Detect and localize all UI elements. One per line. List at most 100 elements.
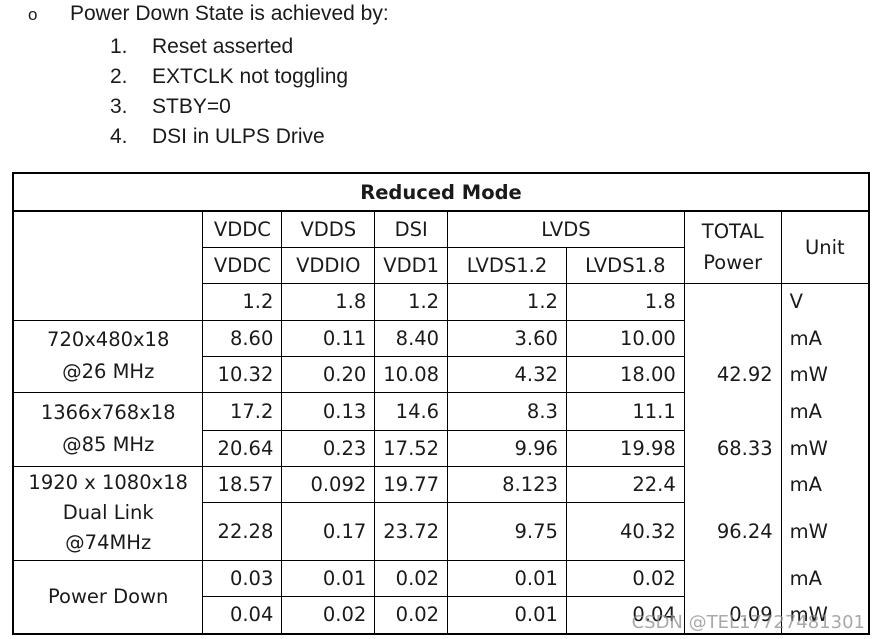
unit-ma: mA (780, 392, 870, 430)
blank-total-cell (683, 392, 782, 430)
table-row: 1366x768x18 @85 MHz 17.2 0.13 14.6 8.3 1… (12, 391, 870, 467)
step-text: Reset asserted (152, 35, 294, 58)
current-lvds18: 22.4 (565, 465, 685, 503)
step-number: 1. (110, 35, 128, 58)
table-row: 10.32 0.20 10.08 4.32 18.00 42.92 mW (13, 355, 870, 393)
mode-label-line: Dual Link (62, 501, 154, 524)
watermark: CSDN @TEL17727481301 (631, 612, 865, 633)
voltage-lvds12: 1.2 (447, 282, 567, 321)
power-lvds12: 0.01 (447, 595, 567, 635)
list-item: 3. STBY=0 (110, 92, 348, 122)
mode-label-line: @85 MHz (62, 433, 155, 456)
mode-label-line: 720x480x18 (47, 328, 170, 351)
current-vddc: 18.57 (202, 465, 283, 503)
current-lvds12: 8.123 (447, 465, 567, 503)
power-lvds12: 9.96 (447, 429, 567, 467)
power-lvds18: 0.04 (565, 595, 685, 635)
table-row: Power Down 0.03 0.01 0.02 0.01 0.02 mA (12, 559, 870, 635)
power-vdd1: 10.08 (374, 355, 449, 393)
mode-label-line: Power Down (47, 585, 169, 609)
power-vdd1: 23.72 (374, 501, 449, 561)
power-lvds12: 9.75 (447, 501, 567, 561)
step-text: STBY=0 (152, 95, 231, 118)
heading-text: Power Down State is achieved by: (70, 2, 389, 25)
current-lvds18: 11.1 (565, 391, 685, 431)
table-row: 0.04 0.02 0.02 0.01 0.04 0.09 mW (13, 595, 870, 635)
list-item: 1. Reset asserted (110, 32, 348, 62)
mode-label-line: @74MHz (65, 531, 152, 554)
current-vddio: 0.01 (281, 559, 376, 597)
blank-header-cell (12, 210, 204, 320)
voltage-lvds18: 1.8 (565, 282, 685, 321)
voltage-vddio: 1.8 (281, 282, 376, 321)
list-item: 2. EXTCLK not toggling (110, 62, 348, 92)
current-vddio: 0.092 (281, 465, 376, 503)
power-vdd1: 17.52 (374, 429, 449, 467)
current-lvds12: 0.01 (447, 559, 567, 597)
current-vddc: 0.03 (202, 559, 283, 597)
voltage-vdd1: 1.2 (374, 282, 449, 321)
power-vddc: 10.32 (202, 355, 283, 393)
power-lvds18: 19.98 (565, 429, 685, 467)
table-row: 20.64 0.23 17.52 9.96 19.98 68.33 mW (13, 429, 870, 467)
blank-total-cell (683, 560, 782, 596)
power-lvds12: 4.32 (447, 355, 567, 393)
blank-total-cell (683, 282, 782, 320)
power-table: Reduced Mode VDDC VDDS DSI LVDS TOTAL Po… (12, 172, 870, 635)
power-lvds18: 40.32 (565, 501, 685, 561)
unit-ma: mA (780, 466, 870, 502)
unit-mw: mW (780, 596, 870, 635)
rail-lvds12: LVDS1.2 (447, 246, 567, 284)
blank-total-cell (683, 466, 782, 502)
group-vdds: VDDS (281, 210, 376, 248)
power-vddio: 0.20 (281, 355, 376, 393)
mode-label: 1920 x 1080x18 Dual Link @74MHz (12, 465, 204, 561)
rail-lvds18: LVDS1.8 (565, 246, 685, 284)
voltage-unit: V (780, 282, 870, 320)
step-number: 3. (110, 95, 128, 118)
total-power: 68.33 (683, 430, 782, 466)
current-vddc: 8.60 (202, 319, 283, 357)
table-row: 1920 x 1080x18 Dual Link @74MHz 18.57 0.… (12, 465, 870, 561)
mode-label: Power Down (12, 559, 204, 635)
current-vddc: 17.2 (202, 391, 283, 431)
power-vddio: 0.02 (281, 595, 376, 635)
step-list: 1. Reset asserted 2. EXTCLK not toggling 3… (110, 32, 348, 152)
step-number: 2. (110, 65, 128, 88)
unit-mw: mW (780, 430, 870, 466)
current-lvds18: 0.02 (565, 559, 685, 597)
step-text: DSI in ULPS Drive (152, 125, 325, 148)
mode-label: 720x480x18 @26 MHz (12, 319, 204, 393)
current-vdd1: 14.6 (374, 391, 449, 431)
table-title: Reduced Mode (12, 172, 870, 212)
total-power: 42.92 (683, 356, 782, 392)
mode-label: 1366x768x18 @85 MHz (12, 391, 204, 467)
current-vddio: 0.11 (281, 319, 376, 357)
step-text: EXTCLK not toggling (152, 65, 349, 88)
group-unit: Unit (780, 210, 870, 284)
rail-vddc: VDDC (202, 246, 283, 284)
bullet-heading: o Power Down State is achieved by: (28, 2, 389, 26)
unit-mw: mW (780, 356, 870, 392)
power-vddio: 0.23 (281, 429, 376, 467)
mode-label-line: @26 MHz (62, 360, 155, 383)
mode-label-line: 1920 x 1080x18 (28, 471, 188, 494)
power-vddio: 0.17 (281, 501, 376, 561)
unit-ma: mA (780, 560, 870, 596)
rail-vddio: VDDIO (281, 246, 376, 284)
current-vdd1: 0.02 (374, 559, 449, 597)
total-power: 96.24 (683, 502, 782, 560)
current-lvds12: 8.3 (447, 391, 567, 431)
voltage-vddc: 1.2 (202, 282, 283, 321)
power-vddc: 20.64 (202, 429, 283, 467)
power-vdd1: 0.02 (374, 595, 449, 635)
mode-label-line: 1366x768x18 (40, 401, 176, 424)
bullet-marker: o (28, 5, 38, 24)
rail-vdd1: VDD1 (374, 246, 449, 284)
unit-mw: mW (780, 502, 870, 560)
table-row: 720x480x18 @26 MHz 8.60 0.11 8.40 3.60 1… (12, 319, 870, 393)
current-lvds18: 10.00 (565, 319, 685, 357)
group-vddc: VDDC (202, 210, 283, 248)
current-vdd1: 8.40 (374, 319, 449, 357)
blank-total-cell (683, 320, 782, 356)
